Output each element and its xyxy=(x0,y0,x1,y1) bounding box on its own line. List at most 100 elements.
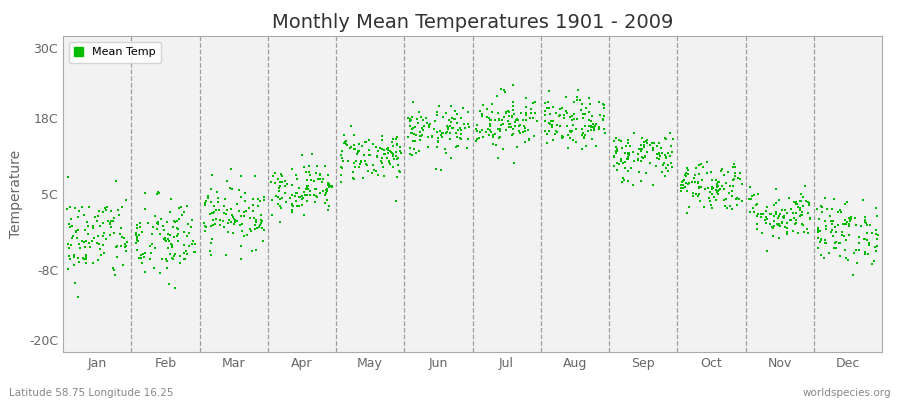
Point xyxy=(443,135,457,142)
Point xyxy=(320,180,335,186)
Point xyxy=(790,204,805,210)
Point xyxy=(104,218,119,224)
Point xyxy=(166,218,181,225)
Point xyxy=(827,245,842,251)
Point xyxy=(234,194,248,200)
Point xyxy=(431,139,446,146)
Point xyxy=(679,173,693,180)
Point xyxy=(635,146,650,152)
Point xyxy=(299,168,313,175)
Point xyxy=(220,220,235,227)
Point xyxy=(829,229,843,235)
Point xyxy=(160,258,175,264)
Point xyxy=(112,231,127,237)
Point xyxy=(386,152,400,159)
Point xyxy=(734,197,749,204)
Point xyxy=(650,155,664,161)
Point xyxy=(302,169,317,175)
Point xyxy=(335,154,349,161)
Y-axis label: Temperature: Temperature xyxy=(10,150,23,238)
Point xyxy=(510,117,525,124)
Point xyxy=(734,181,749,187)
Point xyxy=(347,164,362,170)
Point xyxy=(554,112,568,118)
Point xyxy=(716,172,731,178)
Point xyxy=(166,255,180,261)
Point xyxy=(216,218,230,224)
Point xyxy=(760,216,774,222)
Point xyxy=(440,124,454,131)
Point xyxy=(129,230,143,236)
Point xyxy=(363,152,377,158)
Point xyxy=(113,225,128,232)
Point xyxy=(732,196,746,202)
Point xyxy=(321,182,336,189)
Point xyxy=(379,146,393,152)
Point xyxy=(709,197,724,203)
Point xyxy=(224,205,238,212)
Point xyxy=(571,87,585,94)
Point xyxy=(771,215,786,221)
Point xyxy=(796,209,810,215)
Point xyxy=(837,200,851,207)
Point xyxy=(704,169,718,175)
Point xyxy=(784,217,798,223)
Point xyxy=(419,120,434,126)
Point xyxy=(519,103,534,110)
Point xyxy=(418,114,433,121)
Point xyxy=(145,230,159,237)
Point xyxy=(567,116,581,122)
Point xyxy=(168,285,183,291)
Point xyxy=(620,156,634,162)
Point xyxy=(834,229,849,235)
Point xyxy=(320,207,335,213)
Point xyxy=(427,126,441,132)
Point xyxy=(491,117,506,124)
Point xyxy=(312,171,327,177)
Point xyxy=(90,218,104,224)
Point xyxy=(205,172,220,178)
Point xyxy=(274,203,288,210)
Point xyxy=(824,206,839,212)
Point xyxy=(811,235,825,241)
Point xyxy=(513,122,527,128)
Point xyxy=(619,143,634,149)
Point xyxy=(81,222,95,229)
Point xyxy=(382,159,396,166)
Point xyxy=(392,167,406,174)
Point xyxy=(235,228,249,235)
Point xyxy=(482,127,497,133)
Point xyxy=(238,197,252,204)
Point xyxy=(174,204,188,210)
Point xyxy=(652,150,666,156)
Point xyxy=(201,193,215,200)
Point xyxy=(323,182,338,189)
Point xyxy=(841,257,855,264)
Point xyxy=(423,121,437,128)
Point xyxy=(380,155,394,162)
Point xyxy=(586,120,600,127)
Point xyxy=(750,213,764,219)
Point xyxy=(207,202,221,209)
Point xyxy=(68,204,82,211)
Point xyxy=(584,118,598,125)
Point xyxy=(347,146,362,152)
Point xyxy=(496,120,510,127)
Point xyxy=(640,140,654,146)
Point xyxy=(354,158,368,164)
Point xyxy=(498,89,512,96)
Point xyxy=(346,142,361,149)
Point xyxy=(420,134,435,140)
Point xyxy=(384,139,399,145)
Point xyxy=(209,207,223,213)
Point xyxy=(773,222,788,229)
Point xyxy=(386,150,400,157)
Point xyxy=(744,196,759,202)
Point xyxy=(226,214,240,220)
Point xyxy=(649,163,663,169)
Point xyxy=(721,169,735,176)
Point xyxy=(561,145,575,151)
Point xyxy=(401,114,416,121)
Point xyxy=(274,205,288,211)
Point xyxy=(156,222,170,229)
